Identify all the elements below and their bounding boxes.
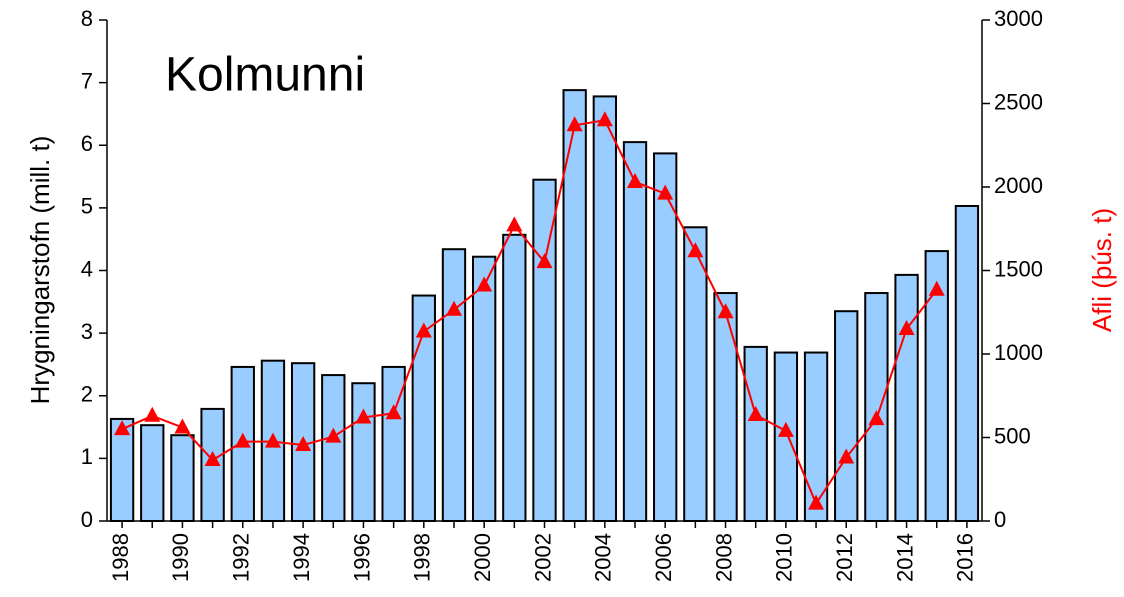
bar (954, 204, 980, 522)
marker (506, 216, 523, 232)
x-tick-label: 2006 (651, 533, 676, 582)
marker (114, 420, 131, 436)
x-tick-label: 2000 (470, 533, 495, 582)
marker (325, 427, 342, 443)
y2-tick-label: 2500 (994, 89, 1043, 114)
bar (351, 382, 376, 522)
bar (864, 292, 889, 523)
y-tick-label: 0 (81, 507, 93, 532)
marker (536, 253, 553, 269)
marker (385, 404, 402, 420)
x-tick-label: 2014 (892, 533, 917, 582)
marker (174, 418, 191, 434)
bar (441, 248, 467, 523)
x-tick-label: 1994 (289, 533, 314, 582)
bar (562, 89, 587, 522)
bar (592, 95, 618, 522)
marker (415, 322, 432, 338)
y2-tick-label: 1000 (994, 340, 1043, 365)
y-tick-label: 7 (81, 68, 93, 93)
x-tick-label: 1992 (229, 533, 254, 582)
bar (834, 310, 859, 522)
y-tick-label: 8 (81, 6, 93, 31)
bar (471, 255, 497, 522)
bar (713, 292, 738, 523)
y-axis-label: Hrygningarstofn (mill. t) (25, 136, 55, 405)
marker (476, 276, 493, 292)
bar (502, 233, 527, 523)
marker (747, 405, 764, 421)
x-tick-label: 1996 (349, 533, 374, 582)
x-tick-label: 2008 (711, 533, 736, 582)
bar (140, 424, 165, 522)
x-tick-label: 1990 (168, 533, 193, 582)
y2-axis-label: Afli (þús. t) (1087, 208, 1117, 332)
x-tick-label: 2016 (953, 533, 978, 582)
y2-tick-label: 1500 (994, 256, 1043, 281)
marker (355, 408, 372, 424)
line (121, 119, 938, 506)
x-tick-label: 2004 (591, 533, 616, 582)
marker (295, 436, 312, 452)
marker (234, 432, 251, 448)
bar (683, 226, 708, 522)
chart-title: Kolmunni (165, 49, 365, 102)
marker (264, 432, 281, 448)
y2-tick-label: 0 (994, 507, 1006, 532)
marker (144, 406, 161, 422)
marker (898, 319, 915, 335)
bar (321, 374, 346, 522)
bar (622, 141, 648, 522)
marker (777, 421, 794, 437)
y2-tick-label: 500 (994, 423, 1031, 448)
y2-tick-label: 3000 (994, 6, 1043, 31)
marker (445, 300, 462, 316)
marker (687, 242, 704, 258)
y2-tick-label: 2000 (994, 173, 1043, 198)
marker (838, 448, 855, 464)
bar (743, 345, 768, 522)
bar (170, 434, 195, 522)
marker (596, 111, 613, 127)
y-tick-label: 4 (81, 256, 93, 281)
marker (204, 451, 221, 467)
marker (928, 280, 945, 296)
marker (868, 410, 885, 426)
y-tick-label: 6 (81, 131, 93, 156)
y-tick-label: 5 (81, 194, 93, 219)
marker (657, 184, 674, 200)
y-tick-label: 3 (81, 319, 93, 344)
x-tick-label: 1988 (108, 533, 133, 582)
x-tick-label: 1998 (410, 533, 435, 582)
bar (894, 273, 919, 523)
x-tick-label: 2012 (832, 533, 857, 582)
marker (717, 303, 734, 319)
y-tick-label: 2 (81, 382, 93, 407)
y-tick-label: 1 (81, 444, 93, 469)
x-tick-label: 2002 (530, 533, 555, 582)
x-tick-label: 2010 (772, 533, 797, 582)
marker (566, 116, 583, 132)
marker (627, 172, 644, 188)
marker (808, 494, 825, 510)
